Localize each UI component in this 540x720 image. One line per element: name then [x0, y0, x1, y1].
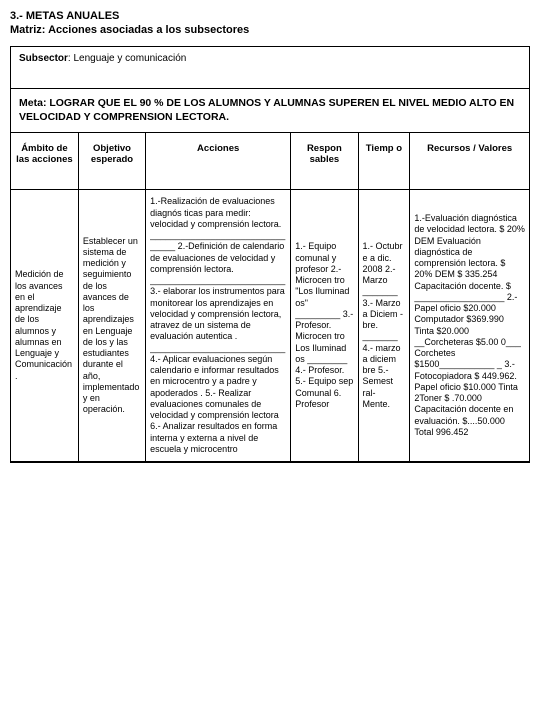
meta-label: Meta	[19, 97, 43, 109]
table-header-row: Ámbito de las acciones Objetivo esperado…	[11, 133, 529, 190]
cell-responsables: 1.- Equipo comunal y profesor 2.- Microc…	[291, 190, 358, 462]
matrix-table: Ámbito de las acciones Objetivo esperado…	[11, 133, 529, 462]
cell-recursos: 1.-Evaluación diagnóstica de velocidad l…	[410, 190, 529, 462]
col-ambito: Ámbito de las acciones	[11, 133, 78, 190]
cell-objetivo: Establecer un sistema de medición y segu…	[78, 190, 145, 462]
col-acciones: Acciones	[146, 133, 291, 190]
table-row: Medición de los avances en el aprendizaj…	[11, 190, 529, 462]
meta-row: Meta: LOGRAR QUE EL 90 % DE LOS ALUMNOS …	[11, 89, 529, 133]
cell-ambito: Medición de los avances en el aprendizaj…	[11, 190, 78, 462]
cell-tiempo: 1.- Octubr e a dic. 2008 2.- Marzo _____…	[358, 190, 410, 462]
page-title-1: 3.- METAS ANUALES	[10, 10, 530, 22]
page-title-2: Matriz: Acciones asociadas a los subsect…	[10, 24, 530, 36]
col-tiempo: Tiemp o	[358, 133, 410, 190]
subsector-label: Subsector	[19, 53, 68, 64]
meta-value: : LOGRAR QUE EL 90 % DE LOS ALUMNOS Y AL…	[19, 97, 514, 123]
col-recursos: Recursos / Valores	[410, 133, 529, 190]
main-container: Subsector: Lenguaje y comunicación Meta:…	[10, 46, 530, 463]
cell-acciones: 1.-Realización de evaluaciones diagnós t…	[146, 190, 291, 462]
subsector-value: : Lenguaje y comunicación	[68, 53, 186, 64]
subsector-row: Subsector: Lenguaje y comunicación	[11, 47, 529, 89]
col-objetivo: Objetivo esperado	[78, 133, 145, 190]
col-responsables: Respon sables	[291, 133, 358, 190]
